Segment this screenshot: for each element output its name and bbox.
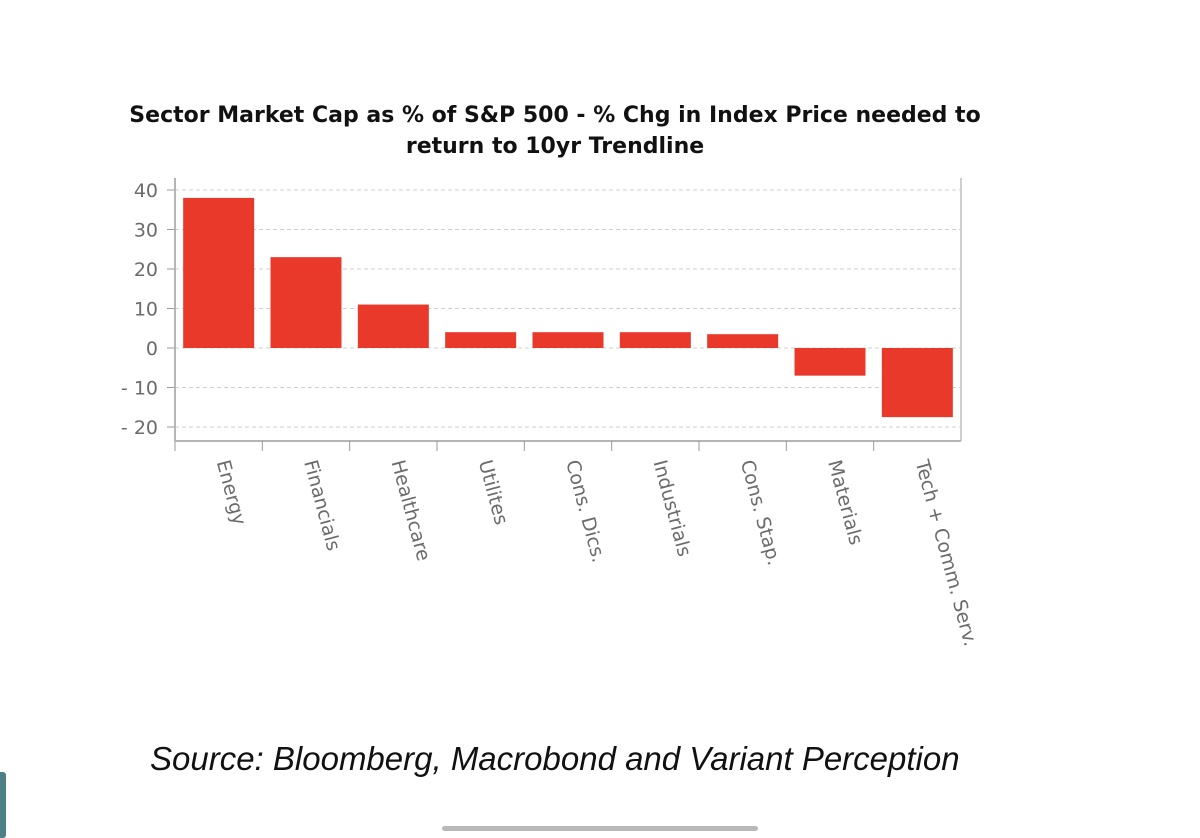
category-label: Cons. Stap. bbox=[736, 458, 785, 568]
edge-tab[interactable] bbox=[0, 772, 6, 838]
category-labels: Energy Financials Healthcare Utilites Cons. … bbox=[212, 457, 982, 649]
chart-title-line-2: return to 10yr Trendline bbox=[405, 134, 705, 159]
category-label: Healthcare bbox=[387, 458, 435, 564]
category-label: Utilites bbox=[474, 458, 512, 528]
chart-title: Sector Market Cap as % of S&P 500 - % Ch… bbox=[110, 100, 1000, 162]
bar bbox=[532, 332, 604, 348]
y-tick-label: - 20 bbox=[121, 417, 158, 439]
bars bbox=[183, 197, 953, 418]
bar bbox=[270, 257, 342, 348]
category-label: Materials bbox=[823, 458, 867, 548]
y-tick-label: 40 bbox=[134, 180, 158, 202]
y-tick-label: - 10 bbox=[121, 378, 158, 400]
bar bbox=[619, 332, 691, 348]
category-label: Industrials bbox=[649, 458, 696, 559]
bar bbox=[357, 304, 429, 348]
bar bbox=[445, 332, 517, 348]
home-indicator[interactable] bbox=[442, 826, 758, 831]
y-tick-label: 10 bbox=[134, 299, 158, 321]
chart-title-line-1: Sector Market Cap as % of S&P 500 - % Ch… bbox=[129, 103, 981, 128]
bar bbox=[794, 348, 866, 376]
category-label: Tech + Comm. Serv. bbox=[910, 457, 981, 649]
y-axis-ticks: 40 30 20 10 0 - 10 - 20 bbox=[121, 180, 175, 439]
source-note: Source: Bloomberg, Macrobond and Variant… bbox=[150, 740, 960, 777]
bar bbox=[183, 197, 255, 348]
category-label: Financials bbox=[299, 458, 344, 554]
bar bbox=[707, 334, 779, 348]
bar-chart: 40 30 20 10 0 - 10 - 20 Energy Financials Health… bbox=[121, 178, 982, 649]
category-label: Energy bbox=[212, 458, 250, 528]
y-tick-label: 0 bbox=[146, 338, 158, 360]
y-tick-label: 30 bbox=[134, 220, 158, 242]
axes bbox=[174, 178, 962, 451]
y-tick-label: 20 bbox=[134, 259, 158, 281]
bar bbox=[881, 348, 953, 418]
category-label: Cons. Dics. bbox=[561, 458, 609, 565]
